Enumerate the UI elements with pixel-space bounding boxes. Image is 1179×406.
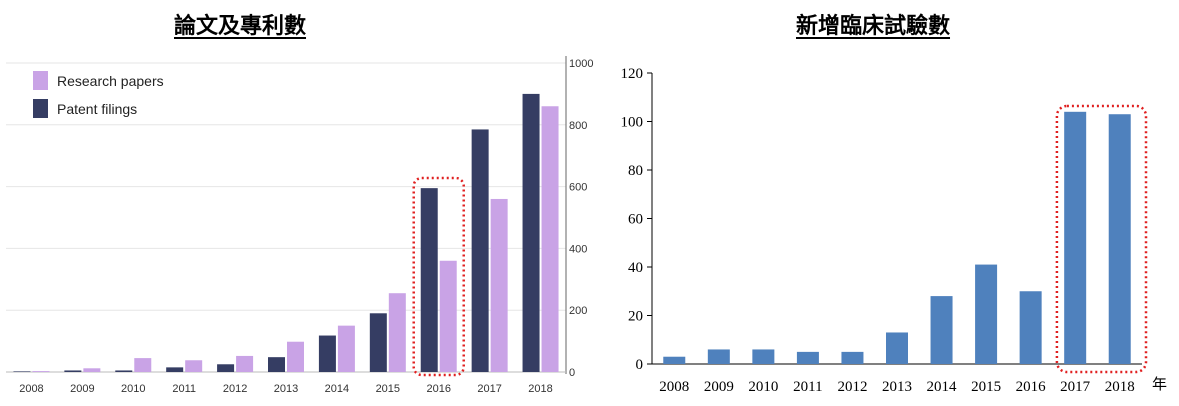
research-papers-bar (541, 106, 559, 372)
research-papers-bar (83, 368, 101, 372)
research-papers-bar (439, 260, 457, 372)
right-y-tick-label: 120 (621, 66, 644, 82)
right-x-tick-label: 2013 (882, 379, 912, 395)
clinical-trials-bar (975, 264, 998, 364)
clinical-trials-bar (707, 349, 730, 364)
research-papers-bar (337, 325, 355, 372)
left-x-tick-label: 2016 (426, 383, 450, 395)
research-papers-bar (32, 371, 50, 372)
right-y-tick-label: 40 (628, 260, 643, 276)
highlight-box-2017-2018 (1055, 104, 1148, 374)
clinical-trials-bar (841, 351, 864, 364)
right-y-tick-label: 20 (628, 309, 643, 325)
right-x-tick-label: 2011 (793, 379, 822, 395)
left-x-tick-label: 2010 (121, 383, 145, 395)
research-papers-bar (185, 360, 203, 372)
left-x-tick-label: 2018 (528, 383, 552, 395)
patent-filings-bar (420, 188, 438, 372)
patent-filings-bar (318, 335, 336, 372)
left-y-tick-label: 600 (569, 182, 587, 194)
left-x-tick-label: 2009 (70, 383, 94, 395)
research-papers-bar (236, 355, 254, 372)
right-x-tick-label: 2017 (1060, 379, 1091, 395)
patent-filings-bar (217, 364, 235, 372)
patent-filings-bar (522, 93, 540, 373)
left-y-tick-label: 800 (569, 120, 587, 132)
patent-filings-bar (369, 313, 387, 372)
right-x-tick-label: 2016 (1016, 379, 1047, 395)
clinical-trials-bar (886, 332, 908, 364)
research-papers-bar (287, 341, 304, 372)
clinical-trials-bar (796, 351, 819, 364)
left-y-tick-label: 400 (569, 243, 587, 255)
clinical-trials-bar (1019, 291, 1042, 364)
left-x-tick-label: 2011 (172, 383, 196, 395)
legend-patent-filings-swatch (33, 99, 48, 118)
legend-patent-filings-label: Patent filings (57, 101, 137, 117)
legend-research-papers-label: Research papers (57, 73, 164, 89)
left-y-tick-label: 200 (569, 305, 587, 317)
left-x-tick-label: 2013 (274, 383, 298, 395)
patent-filings-bar (13, 371, 31, 372)
right-y-tick-label: 80 (628, 163, 643, 179)
left-x-tick-label: 2015 (376, 383, 400, 395)
patent-filings-bar (64, 370, 82, 372)
left-y-tick-label: 0 (569, 367, 575, 379)
left-y-tick-label: 1000 (569, 58, 593, 70)
left-x-tick-label: 2017 (477, 383, 501, 395)
highlight-box-2016 (412, 176, 465, 377)
right-x-unit-label: 年 (1152, 375, 1167, 393)
clinical-trials-chart-title: 新增臨床試驗數 (796, 14, 951, 39)
papers-patents-chart-title: 論文及專利數 (174, 14, 307, 39)
patent-filings-bar (471, 129, 489, 372)
patent-filings-bar (166, 367, 184, 372)
right-y-tick-label: 0 (636, 357, 644, 373)
left-x-tick-label: 2014 (325, 383, 349, 395)
right-x-tick-label: 2012 (837, 379, 867, 395)
right-x-tick-label: 2009 (704, 379, 734, 395)
research-papers-bar (134, 358, 152, 372)
right-x-tick-label: 2014 (927, 379, 958, 395)
right-x-tick-label: 2015 (971, 379, 1001, 395)
right-x-tick-label: 2018 (1105, 379, 1135, 395)
clinical-trials-bar (1108, 114, 1131, 364)
patent-filings-bar (268, 357, 285, 372)
patent-filings-bar (115, 370, 133, 372)
right-y-tick-label: 60 (628, 212, 643, 228)
legend-research-papers-swatch (33, 71, 48, 90)
right-x-tick-label: 2008 (659, 379, 689, 395)
clinical-trials-bar (663, 356, 686, 364)
left-x-tick-label: 2008 (19, 383, 43, 395)
clinical-trials-bar (752, 349, 775, 364)
clinical-trials-bar (1064, 111, 1087, 364)
left-x-tick-label: 2012 (223, 383, 247, 395)
clinical-trials-bar (930, 296, 953, 364)
right-x-tick-label: 2010 (748, 379, 778, 395)
research-papers-bar (490, 198, 508, 372)
right-y-tick-label: 100 (621, 115, 644, 131)
research-papers-bar (388, 293, 406, 372)
